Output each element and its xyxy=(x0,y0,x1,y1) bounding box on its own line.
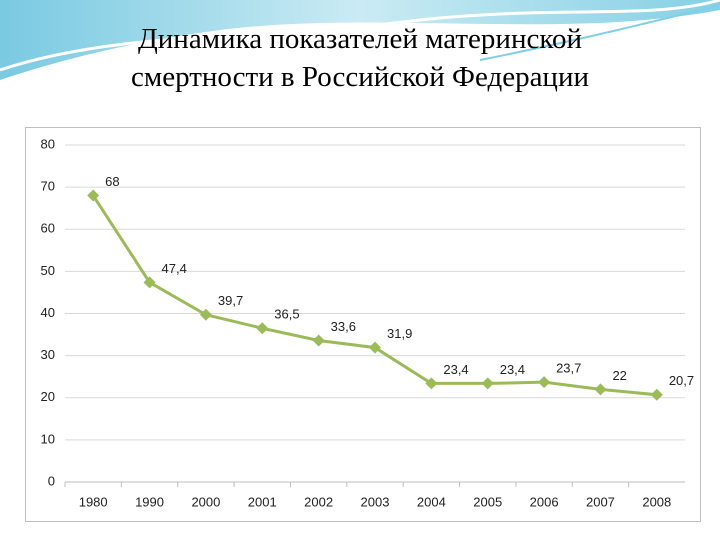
x-tick-label: 2000 xyxy=(191,494,220,509)
chart-frame xyxy=(25,127,701,522)
y-tick-label: 10 xyxy=(41,431,55,446)
header-swoosh-line xyxy=(0,0,720,72)
x-tick-label: 2008 xyxy=(642,494,671,509)
y-tick-label: 70 xyxy=(41,179,55,194)
y-tick-label: 80 xyxy=(41,136,55,151)
y-tick-label: 0 xyxy=(48,473,55,488)
value-label: 23,4 xyxy=(443,362,468,377)
value-label: 31,9 xyxy=(387,326,412,341)
data-point xyxy=(594,383,607,396)
data-point xyxy=(143,276,156,289)
y-tick-label: 30 xyxy=(41,347,55,362)
x-tick-label: 1990 xyxy=(135,494,164,509)
x-tick-label: 1980 xyxy=(79,494,108,509)
data-point xyxy=(256,322,269,335)
data-point xyxy=(481,377,494,390)
x-tick-label: 2006 xyxy=(530,494,559,509)
data-point xyxy=(538,376,551,389)
data-point xyxy=(312,334,325,347)
chart-title: Динамика показателей материнской xyxy=(138,23,582,55)
data-point xyxy=(199,308,212,321)
x-tick-label: 2002 xyxy=(304,494,333,509)
y-tick-label: 50 xyxy=(41,263,55,278)
x-tick-label: 2005 xyxy=(473,494,502,509)
value-label: 68 xyxy=(105,174,119,189)
data-point xyxy=(650,388,663,401)
value-label: 47,4 xyxy=(162,261,187,276)
y-tick-label: 40 xyxy=(41,305,55,320)
y-tick-label: 20 xyxy=(41,389,55,404)
value-label: 33,6 xyxy=(331,319,356,334)
value-label: 39,7 xyxy=(218,293,243,308)
value-label: 22 xyxy=(612,368,626,383)
x-tick-label: 2003 xyxy=(361,494,390,509)
value-label: 23,7 xyxy=(556,361,581,376)
data-point xyxy=(425,377,438,390)
data-point xyxy=(369,341,381,354)
x-tick-label: 2007 xyxy=(586,494,615,509)
header-swoosh-line xyxy=(479,4,720,61)
y-tick-label: 60 xyxy=(41,221,55,236)
value-label: 36,5 xyxy=(274,307,299,322)
chart-title: смертности в Российской Федерации xyxy=(131,61,589,93)
x-tick-label: 2004 xyxy=(417,494,446,509)
value-label: 20,7 xyxy=(669,373,694,388)
x-tick-label: 2001 xyxy=(248,494,277,509)
value-label: 23,4 xyxy=(500,362,525,377)
data-point xyxy=(87,189,100,202)
header-swoosh xyxy=(0,0,720,80)
